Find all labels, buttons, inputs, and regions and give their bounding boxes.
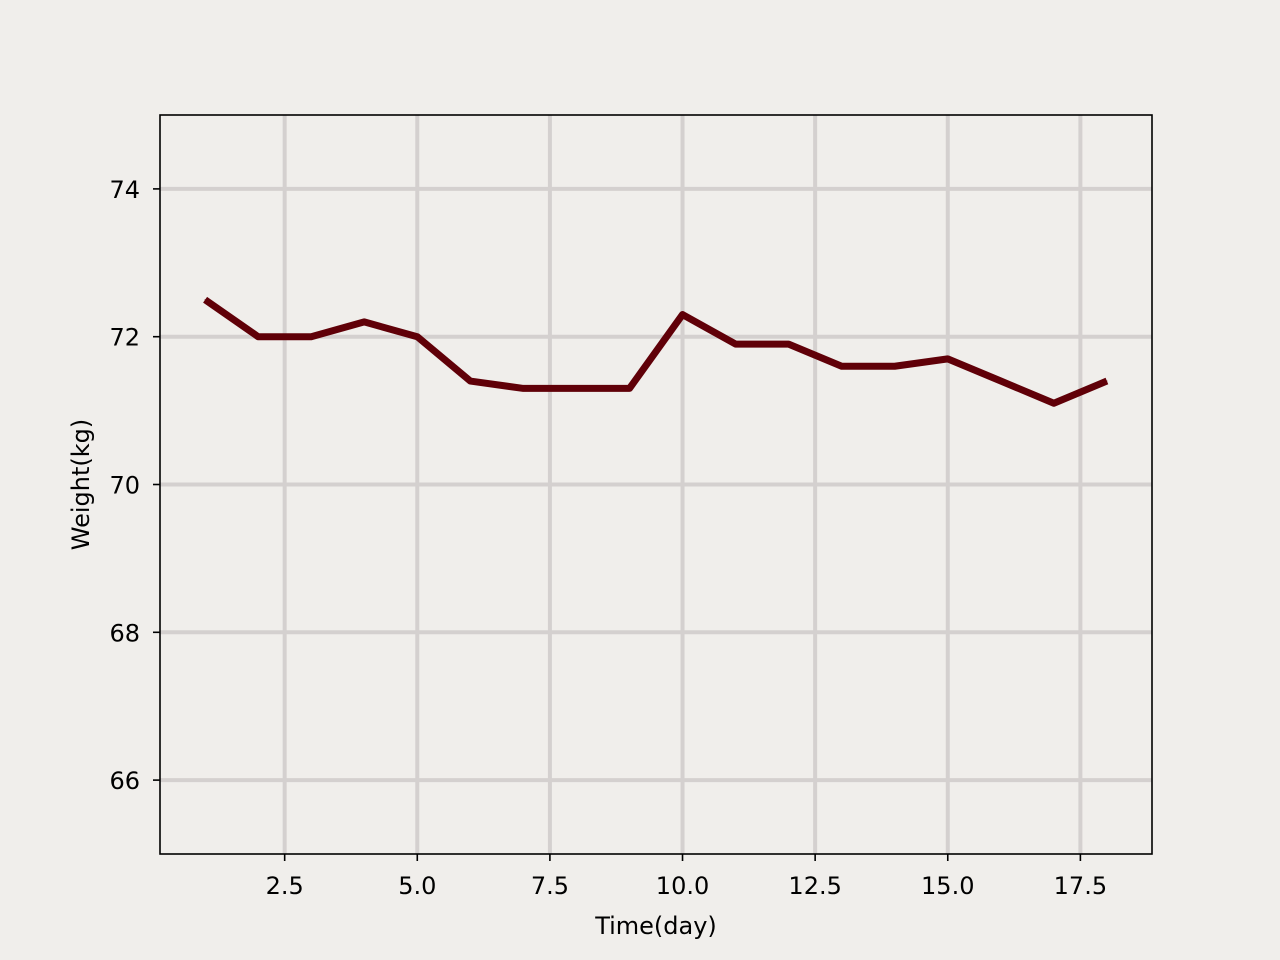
data-point: [894, 365, 896, 367]
data-point: [1000, 380, 1002, 382]
data-point: [363, 321, 365, 323]
series-line: [203, 296, 1109, 407]
grid-lines: [160, 115, 1152, 854]
y-tick-label: 70: [109, 472, 140, 500]
data-point: [257, 336, 259, 338]
x-tick-label: 2.5: [266, 872, 304, 900]
data-point: [628, 387, 630, 389]
data-point: [522, 387, 524, 389]
x-tick-label: 15.0: [921, 872, 974, 900]
x-tick-label: 17.5: [1054, 872, 1107, 900]
y-axis-ticks: 66 68 70 72 74: [109, 176, 160, 795]
data-point: [310, 336, 312, 338]
x-tick-label: 7.5: [531, 872, 569, 900]
y-axis-label: Weight(kg): [67, 419, 95, 550]
x-tick-label: 5.0: [398, 872, 436, 900]
data-point: [204, 299, 206, 301]
data-point: [575, 387, 577, 389]
series-layer: [203, 296, 1109, 407]
x-tick-label: 12.5: [788, 872, 841, 900]
y-tick-label: 66: [109, 767, 140, 795]
data-point: [1106, 380, 1108, 382]
data-point: [682, 314, 684, 316]
x-tick-label: 10.0: [656, 872, 709, 900]
data-point: [841, 365, 843, 367]
data-point: [735, 343, 737, 345]
data-point: [947, 358, 949, 360]
data-point: [416, 336, 418, 338]
y-tick-label: 68: [109, 619, 140, 647]
data-point: [1053, 402, 1055, 404]
y-tick-label: 74: [109, 176, 140, 204]
data-point: [788, 343, 790, 345]
x-axis-label: Time(day): [594, 912, 717, 940]
y-tick-label: 72: [109, 324, 140, 352]
data-point: [469, 380, 471, 382]
x-axis-ticks: 2.5 5.0 7.5 10.0 12.5 15.0 17.5: [266, 854, 1107, 900]
